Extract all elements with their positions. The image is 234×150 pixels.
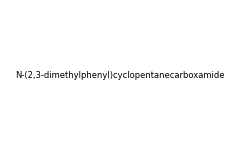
Text: N-(2,3-dimethylphenyl)cyclopentanecarboxamide: N-(2,3-dimethylphenyl)cyclopentanecarbox…	[15, 71, 225, 80]
